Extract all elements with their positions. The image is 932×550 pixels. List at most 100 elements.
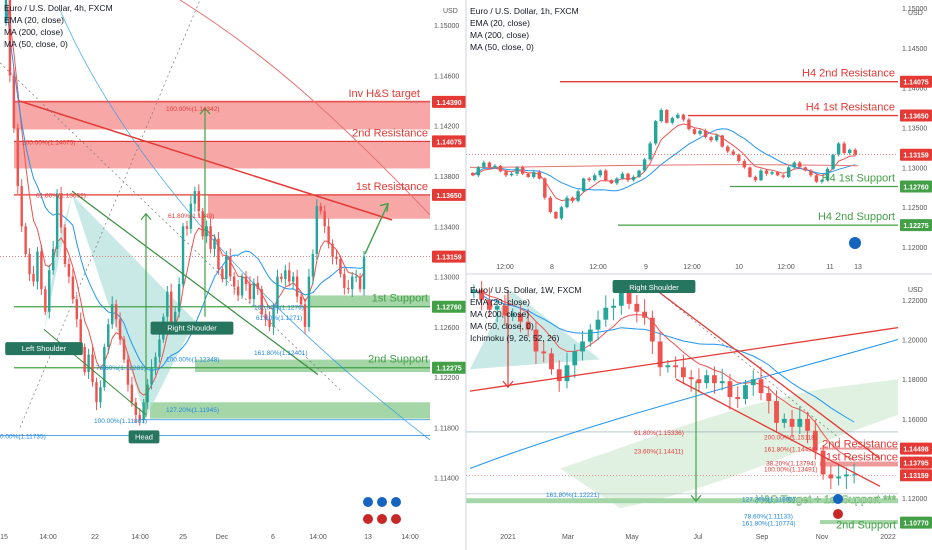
x-tick-label: 12:00	[777, 264, 795, 271]
fib-label: 200.00%(1.14075)	[22, 139, 76, 146]
fib-label: 161.80%(1.12221)	[546, 492, 600, 499]
event-flag-icon	[377, 497, 387, 507]
candle-body	[347, 287, 350, 290]
price-tag-bg	[432, 250, 466, 263]
candle-body	[696, 379, 702, 384]
arrow-head-tip	[140, 212, 152, 221]
event-flag-icon	[363, 514, 373, 524]
candle-body	[295, 276, 299, 297]
candle-body	[291, 276, 295, 282]
candle-body	[493, 165, 497, 168]
candle-body	[299, 296, 303, 305]
candle-body	[637, 170, 641, 177]
p2-ind-ma200: MA (200, close)	[470, 30, 529, 40]
zone-2nd-resistance	[14, 140, 430, 169]
price-tag-bg	[900, 469, 932, 482]
candle-body	[509, 173, 514, 176]
candle-body	[618, 291, 624, 306]
candle-body	[48, 270, 51, 312]
candle-body	[252, 282, 256, 300]
candle-body	[343, 274, 346, 288]
fib-label: 100.00%(1.14342)	[166, 106, 220, 113]
candle-body	[256, 282, 260, 290]
level-label: 1st Support	[372, 293, 428, 305]
candle-body	[146, 384, 149, 403]
x-tick-label: 14:00	[309, 534, 327, 541]
candle-body	[471, 289, 477, 293]
x-tick-label: 15	[0, 534, 8, 541]
candle-body	[714, 135, 719, 141]
p3-ind-ma50: MA (50, close, 0)	[470, 321, 534, 331]
candle-body	[79, 319, 82, 347]
candle-body	[339, 258, 342, 275]
candle-body	[225, 256, 228, 280]
fib-label: 23.60%(1.14411)	[634, 448, 683, 455]
candle-body	[229, 256, 232, 277]
candle-body	[836, 476, 842, 479]
candle-body	[803, 167, 808, 171]
fib-label: 61.80%(1.13652)	[36, 193, 86, 200]
candle-body	[51, 248, 55, 271]
x-tick-label: May	[625, 534, 639, 541]
annotation-bg	[128, 430, 160, 444]
candle-body	[687, 119, 691, 130]
candle-body	[40, 251, 43, 290]
candle-body	[642, 311, 648, 318]
candle-body	[494, 305, 500, 310]
price-tag-label: 1.13795	[903, 461, 928, 468]
p1-ind-ema: EMA (20, close)	[4, 15, 64, 25]
candle-body	[55, 193, 59, 249]
annotation-label: Left Shoulder	[22, 344, 67, 353]
candle-body	[16, 128, 19, 187]
x-tick-label: Sep	[756, 534, 769, 541]
p1-title: Euro / U.S. Dollar, 4h, FXCM	[4, 3, 113, 13]
candle-body	[103, 346, 106, 388]
candle-body	[99, 387, 102, 403]
ma-50-line	[5, 0, 365, 371]
level-label: H&S Target + 1st Support ***	[755, 494, 896, 506]
y-tick-label: 1.13000	[434, 275, 459, 282]
y-tick-label: 1.14000	[902, 86, 927, 93]
price-tag-bg	[432, 135, 466, 148]
fib-label: 161.80%(1.14498)	[764, 447, 818, 454]
candle-body	[598, 170, 602, 176]
candle-body	[572, 351, 578, 366]
candle-body	[134, 402, 138, 415]
fib-label: 61.80%(1.15336)	[634, 430, 684, 437]
level-label: H4 1st Support	[822, 172, 895, 184]
fib-label: 38.20%(1.13794)	[766, 461, 816, 468]
zone-fib-127	[150, 402, 430, 419]
zone-1st-resistance	[820, 461, 898, 467]
candle-body	[217, 238, 220, 270]
candle-body	[549, 353, 554, 370]
y-tick-label: 1.22000	[902, 298, 927, 305]
candle-body	[543, 178, 547, 198]
price-tag-label: 1.12760	[436, 305, 461, 312]
candle-body	[502, 305, 508, 316]
candle-body	[774, 401, 779, 423]
candle-body	[631, 176, 636, 181]
price-tag-label: 1.13650	[903, 114, 928, 121]
x-tick-label: 2021	[500, 534, 516, 541]
x-tick-label: 6	[271, 534, 275, 541]
y-tick-label: 1.12000	[902, 496, 927, 503]
candle-body	[537, 172, 542, 179]
candle-body	[620, 173, 625, 179]
candle-body	[331, 243, 334, 257]
candle-body	[753, 176, 758, 181]
candle-body	[358, 276, 362, 290]
x-tick-label: 8	[550, 264, 554, 271]
candle-body	[126, 359, 130, 385]
candle-body	[20, 186, 23, 227]
candle-body	[185, 226, 189, 229]
price-tag-label: 1.12760	[903, 184, 928, 191]
annotation-label: Right Shoulder	[167, 324, 217, 333]
candle-body	[205, 226, 208, 237]
ma-200-line	[179, 0, 431, 216]
candle-body	[28, 253, 31, 275]
annotation-label: Head	[135, 432, 153, 441]
candle-body	[653, 121, 658, 144]
candle-body	[565, 197, 569, 208]
y-tick-label: 1.20000	[902, 338, 927, 345]
